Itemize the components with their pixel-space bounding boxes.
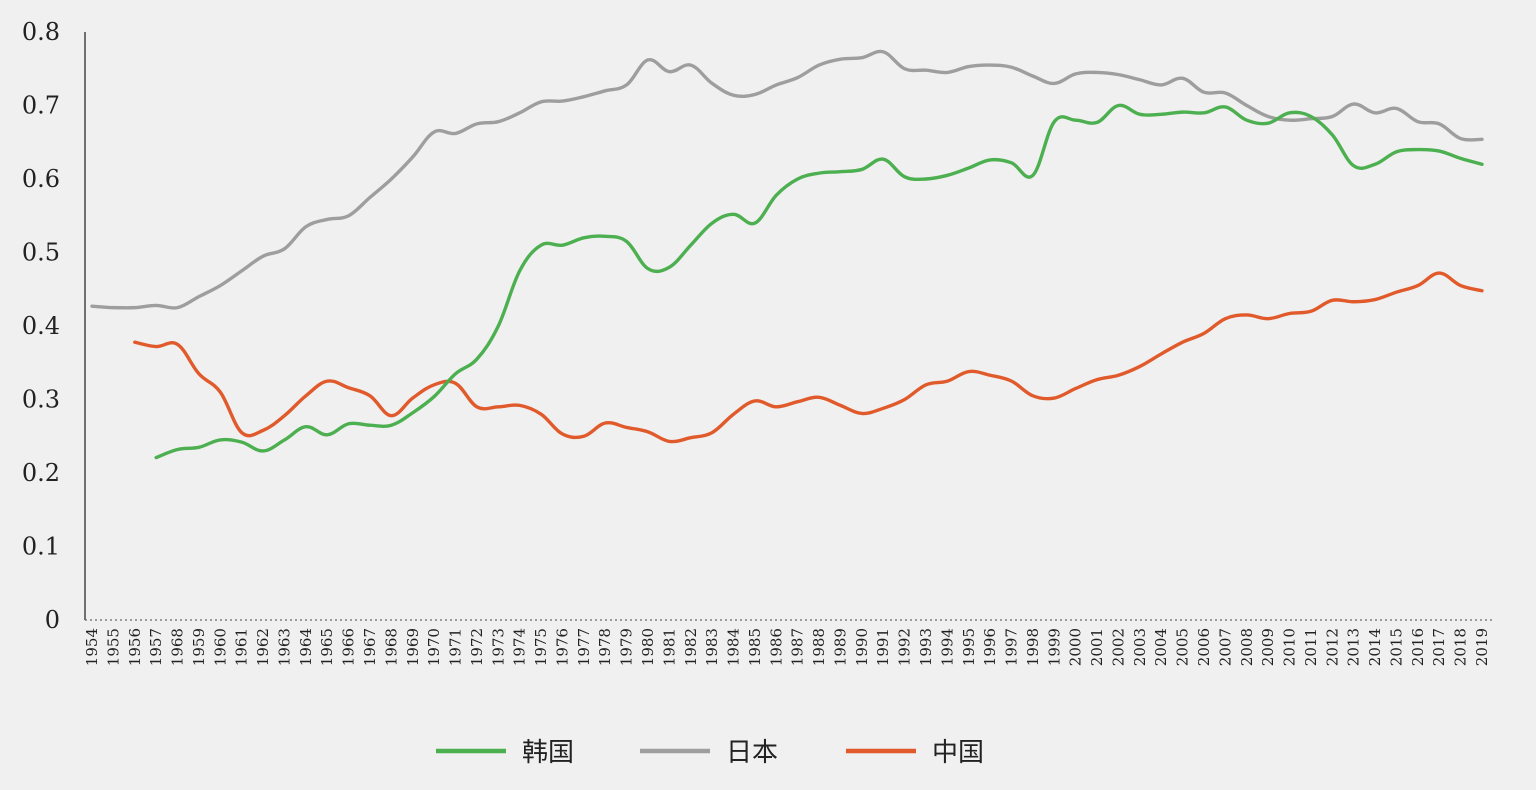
x-tick-label: 2014 [1366, 628, 1384, 666]
x-tick-label: 1972 [468, 628, 486, 666]
x-tick-label: 2001 [1088, 628, 1106, 666]
x-tick-label: 1993 [917, 628, 935, 666]
x-tick-label: 1961 [233, 628, 251, 666]
x-tick-label: 1997 [1003, 628, 1021, 666]
x-tick-labels: 1954 1955 1956 1957 1968 1959 1960 1961 1962 1963… [83, 628, 1491, 666]
x-tick-label: 1998 [1024, 628, 1042, 666]
y-tick-label: 0.7 [22, 92, 60, 120]
series-layer [90, 49, 1484, 460]
x-tick-label: 1990 [853, 628, 871, 666]
x-tick-label: 1996 [981, 628, 999, 666]
x-tick-label: 2010 [1281, 628, 1299, 666]
x-tick-label: 2019 [1473, 628, 1491, 666]
x-tick-label: 1982 [682, 628, 700, 666]
y-tick-labels: 0 0.1 0.2 0.3 0.4 0.5 0.6 0.7 0.8 [22, 18, 60, 634]
x-tick-label: 1985 [746, 628, 764, 666]
x-tick-label: 1956 [126, 628, 144, 666]
y-tick-label: 0.5 [22, 239, 60, 267]
x-tick-label: 2002 [1109, 628, 1127, 666]
x-tick-label: 2006 [1195, 628, 1213, 666]
x-tick-label: 2009 [1259, 628, 1277, 666]
x-tick-label: 1968 [169, 628, 187, 666]
x-tick-label: 1991 [874, 628, 892, 666]
y-tick-label: 0 [45, 606, 60, 634]
x-tick-label: 1976 [553, 628, 571, 666]
x-tick-label: 1983 [703, 628, 721, 666]
x-tick-label: 1999 [1045, 628, 1063, 666]
x-tick-label: 1971 [447, 628, 465, 666]
x-tick-label: 2017 [1430, 628, 1448, 666]
x-tick-label: 1986 [767, 628, 785, 666]
x-tick-label: 1981 [660, 628, 678, 666]
x-tick-label: 2011 [1302, 628, 1320, 666]
x-tick-label: 1978 [596, 628, 614, 666]
x-tick-label: 2013 [1345, 628, 1363, 666]
legend-label-0: 韩国 [522, 738, 574, 768]
x-tick-label: 2018 [1452, 628, 1470, 666]
y-tick-label: 0.2 [22, 459, 60, 487]
y-tick-label: 0.1 [22, 533, 60, 561]
x-tick-label: 1992 [896, 628, 914, 666]
y-tick-label: 0.3 [22, 386, 60, 414]
x-tick-label: 1966 [340, 628, 358, 666]
x-tick-label: 1988 [810, 628, 828, 666]
x-tick-label: 2000 [1067, 628, 1085, 666]
legend: 韩国 日本 中国 [436, 738, 984, 768]
series-line-1 [90, 49, 1484, 310]
x-tick-label: 1954 [83, 628, 101, 666]
x-tick-label: 1979 [618, 628, 636, 666]
x-tick-label: 2003 [1131, 628, 1149, 666]
x-tick-label: 1974 [511, 628, 529, 666]
x-tick-label: 1973 [489, 628, 507, 666]
x-tick-label: 2016 [1409, 628, 1427, 666]
x-tick-label: 1980 [639, 628, 657, 666]
x-tick-label: 2007 [1216, 628, 1234, 666]
x-tick-label: 1957 [147, 628, 165, 666]
series-line-2 [133, 271, 1484, 444]
x-tick-label: 1994 [938, 628, 956, 666]
x-tick-label: 1987 [789, 628, 807, 666]
x-tick-label: 1960 [211, 628, 229, 666]
x-tick-label: 1995 [960, 628, 978, 666]
x-tick-label: 1962 [254, 628, 272, 666]
x-tick-label: 1964 [297, 628, 315, 666]
legend-label-2: 中国 [932, 738, 984, 768]
x-tick-label: 1968 [382, 628, 400, 666]
x-tick-label: 1967 [361, 628, 379, 666]
x-tick-label: 1984 [725, 628, 743, 666]
series-line-0 [154, 103, 1484, 460]
x-tick-label: 1969 [404, 628, 422, 666]
x-tick-label: 1989 [831, 628, 849, 666]
x-tick-label: 1977 [575, 628, 593, 666]
x-tick-label: 1975 [532, 628, 550, 666]
x-tick-label: 1963 [275, 628, 293, 666]
x-tick-label: 1970 [425, 628, 443, 666]
x-tick-label: 2015 [1387, 628, 1405, 666]
y-tick-label: 0.8 [22, 18, 60, 46]
legend-label-1: 日本 [726, 738, 778, 768]
x-tick-label: 2005 [1174, 628, 1192, 666]
x-tick-label: 2004 [1152, 628, 1170, 666]
x-tick-label: 2012 [1323, 628, 1341, 666]
x-tick-label: 1955 [104, 628, 122, 666]
x-tick-label: 1965 [318, 628, 336, 666]
y-tick-label: 0.6 [22, 165, 60, 193]
x-tick-label: 2008 [1238, 628, 1256, 666]
y-tick-label: 0.4 [22, 312, 60, 340]
x-tick-label: 1959 [190, 628, 208, 666]
